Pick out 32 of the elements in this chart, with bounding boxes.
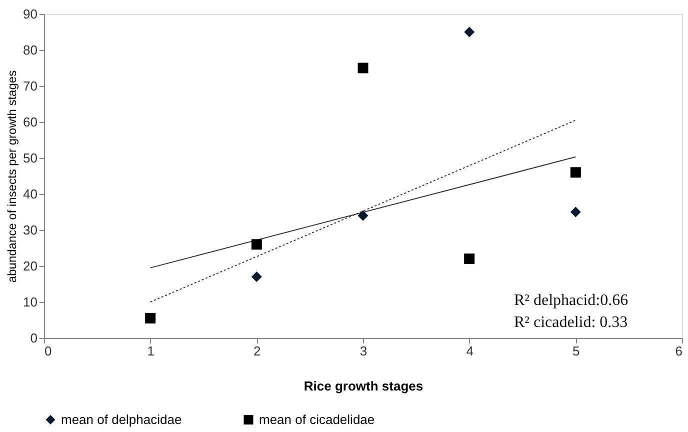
point <box>358 62 368 74</box>
y-tick-label: 30 <box>23 222 38 238</box>
point <box>570 167 581 178</box>
x-tick-label: 6 <box>675 344 682 358</box>
y-tick-label: 50 <box>23 150 38 166</box>
annotation: R² delphacid:0.66 <box>514 292 628 309</box>
y-tick-label: 60 <box>23 114 38 130</box>
x-tick-label: 4 <box>466 344 474 358</box>
point <box>464 26 475 38</box>
y-tick-label: 90 <box>23 6 38 22</box>
y-tick-label: 10 <box>23 294 38 310</box>
point <box>358 210 368 221</box>
point <box>464 254 475 264</box>
point <box>251 272 262 282</box>
y-tick-label: 20 <box>23 258 38 274</box>
legend-label: mean of delphacidae <box>61 412 182 427</box>
annotation: R² cicadelid: 0.33 <box>514 314 628 331</box>
y-tick-label: 0 <box>30 330 38 346</box>
x-tick-label: 0 <box>44 344 52 358</box>
x-tick-label: 3 <box>360 344 368 358</box>
x-axis-title: Rice growth stages <box>304 378 424 394</box>
y-tick-label: 70 <box>23 78 38 94</box>
x-tick-label: 1 <box>147 344 154 358</box>
x-tick-label: 5 <box>572 344 580 358</box>
x-tick-label: 2 <box>254 344 261 358</box>
point <box>145 312 156 324</box>
point <box>570 206 581 218</box>
y-axis-title: abundance of insects per growth stages <box>5 70 20 283</box>
legend-label: mean of cicadelidae <box>259 412 375 427</box>
y-tick-label: 80 <box>23 42 38 58</box>
y-tick-label: 40 <box>23 186 38 202</box>
point <box>251 239 262 250</box>
